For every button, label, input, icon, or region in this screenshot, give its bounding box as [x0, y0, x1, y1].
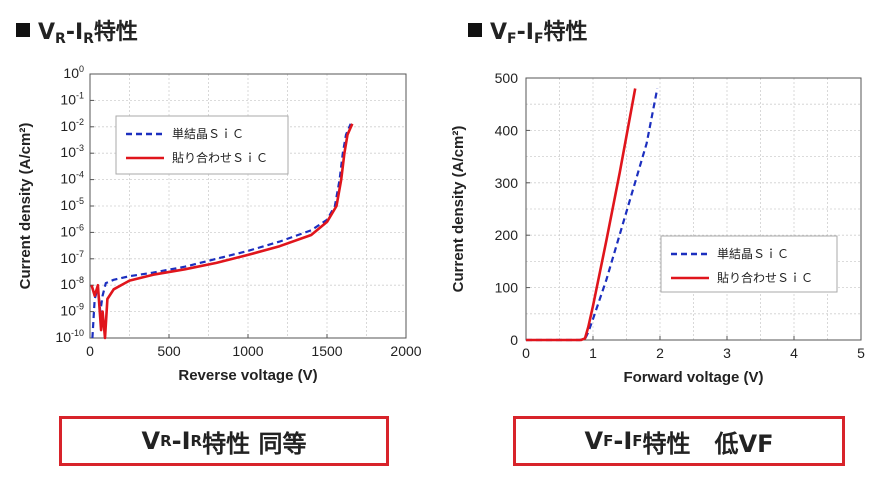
x-tick-label: 4: [790, 345, 798, 361]
y-tick-label: 10-3: [60, 143, 84, 160]
x-tick-label: 2: [656, 345, 664, 361]
y-axis-title: Current density (A/cm²): [17, 123, 34, 290]
series-bonded-line: [526, 88, 637, 342]
y-tick-label: 10-8: [60, 275, 84, 292]
series-bonded-line: [90, 123, 354, 340]
y-tick-label: 300: [495, 175, 519, 191]
y-axis-title: Current density (A/cm²): [450, 126, 467, 293]
y-tick-label: 400: [495, 122, 519, 138]
plot-frame: [525, 77, 862, 341]
y-tick-label: 10-9: [60, 302, 84, 319]
y-tick-label: 500: [495, 70, 519, 86]
legend-box: [660, 235, 838, 293]
y-tick-label: 10-10: [55, 328, 84, 345]
grid: [526, 78, 861, 340]
legend-label: 貼り合わせＳｉＣ: [172, 150, 268, 165]
legend-label: 貼り合わせＳｉＣ: [717, 270, 813, 285]
x-tick-label: 2000: [390, 343, 421, 359]
series-single-crystal-line: [526, 88, 659, 342]
legend: 単結晶ＳｉＣ 貼り合わせＳｉＣ: [660, 235, 838, 293]
y-tick-label: 10-5: [60, 196, 84, 213]
vr-ir-chart: 0 500 1000 1500 2000 100 10-1 10-2 10-3 10-4 10-5 1…: [17, 64, 422, 384]
y-tick-label: 10-2: [60, 117, 84, 134]
square-bullet-icon: [468, 23, 482, 37]
x-axis-title: Reverse voltage (V): [178, 367, 317, 384]
y-tick-label: 10-4: [60, 170, 84, 187]
legend-label: 単結晶ＳｉＣ: [172, 127, 244, 141]
x-tick-label: 0: [86, 343, 94, 359]
x-tick-label: 5: [857, 345, 865, 361]
vf-if-heading: VF-IF特性: [468, 14, 588, 47]
x-tick-label: 3: [723, 345, 731, 361]
y-tick-label: 10-6: [60, 222, 84, 239]
x-axis-title: Forward voltage (V): [623, 369, 763, 386]
vf-if-caption-box: V F -I F 特性 低VF: [513, 416, 845, 466]
vf-if-chart: 0 1 2 3 4 5 0 100 200 300 400 500 Forward voltage (V…: [450, 70, 865, 386]
y-tick-label: 100: [495, 280, 519, 296]
x-tick-label: 1000: [232, 343, 263, 359]
y-tick-label: 200: [495, 227, 519, 243]
y-tick-label: 0: [510, 332, 518, 348]
vr-ir-heading: VR-IR特性: [16, 14, 138, 47]
legend: 単結晶ＳｉＣ 貼り合わせＳｉＣ: [115, 115, 289, 175]
vr-ir-caption-box: V R -I R 特性 同等: [59, 416, 389, 466]
x-tick-label: 500: [157, 343, 181, 359]
legend-label: 単結晶ＳｉＣ: [717, 247, 789, 261]
grid: [90, 74, 406, 338]
y-tick-label: 10-1: [60, 90, 84, 107]
y-tick-label: 100: [63, 64, 84, 81]
x-tick-label: 0: [522, 345, 530, 361]
x-tick-label: 1500: [311, 343, 342, 359]
square-bullet-icon: [16, 23, 30, 37]
y-tick-label: 10-7: [60, 249, 84, 266]
legend-box: [115, 115, 289, 175]
x-tick-label: 1: [589, 345, 597, 361]
